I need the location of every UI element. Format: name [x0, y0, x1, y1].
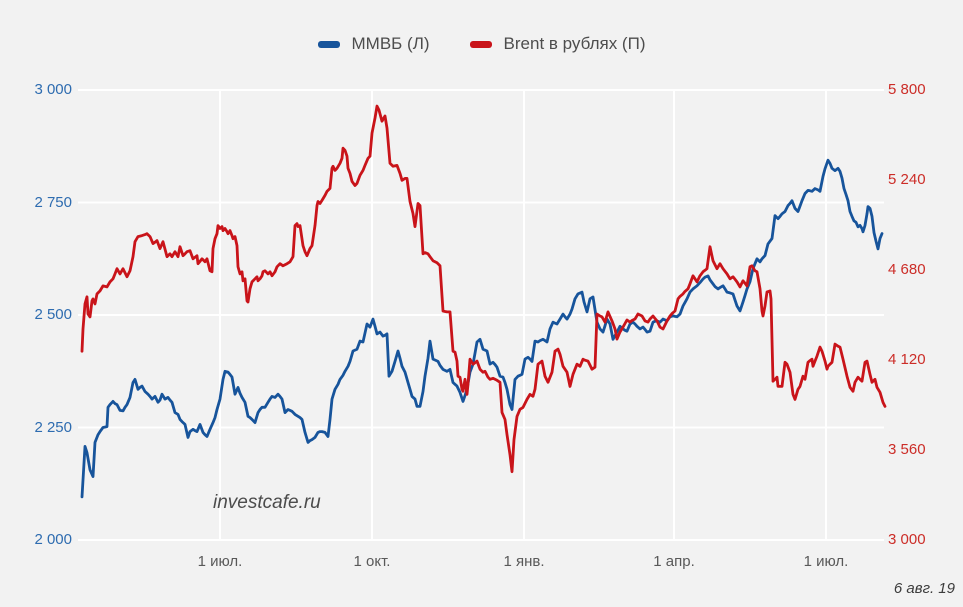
x-axis-tick-label: 1 окт.	[353, 553, 391, 570]
left-axis-tick-label: 3 000	[34, 81, 72, 98]
series-line-1	[80, 104, 887, 474]
right-axis-tick-label: 4 680	[888, 261, 926, 278]
right-axis-tick-label: 5 800	[888, 81, 926, 98]
series-lines	[80, 104, 887, 499]
right-axis-tick-label: 3 000	[888, 531, 926, 548]
mmvb-series-label: ММВБ (Л)	[351, 34, 430, 53]
watermark: investcafe.ru	[213, 492, 321, 513]
legend-item-mmvb[interactable]: ММВБ (Л)	[317, 34, 430, 54]
x-axis-tick-label: 1 янв.	[503, 553, 545, 570]
brent-series-swatch-icon	[469, 40, 492, 48]
right-axis-tick-label: 5 240	[888, 171, 926, 188]
left-axis-tick-label: 2 000	[34, 531, 72, 548]
x-axis-tick-label: 1 июл.	[803, 553, 849, 570]
legend-item-brent[interactable]: Brent в рублях (П)	[469, 34, 646, 54]
right-axis-tick-label: 4 120	[888, 351, 926, 368]
mmvb-series-swatch-icon	[317, 40, 340, 48]
left-axis-tick-label: 2 500	[34, 306, 72, 323]
legend: ММВБ (Л) Brent в рублях (П)	[0, 34, 963, 54]
x-axis-tick-label: 1 апр.	[653, 553, 695, 570]
left-axis-tick-label: 2 750	[34, 193, 72, 211]
brent-series-label: Brent в рублях (П)	[503, 34, 646, 53]
left-axis-tick-label: 2 250	[34, 418, 72, 436]
right-axis-tick-label: 3 560	[888, 441, 926, 458]
date-note: 6 авг. 19	[893, 580, 955, 597]
x-axis-tick-label: 1 июл.	[197, 553, 243, 570]
series-line-0	[80, 158, 884, 499]
